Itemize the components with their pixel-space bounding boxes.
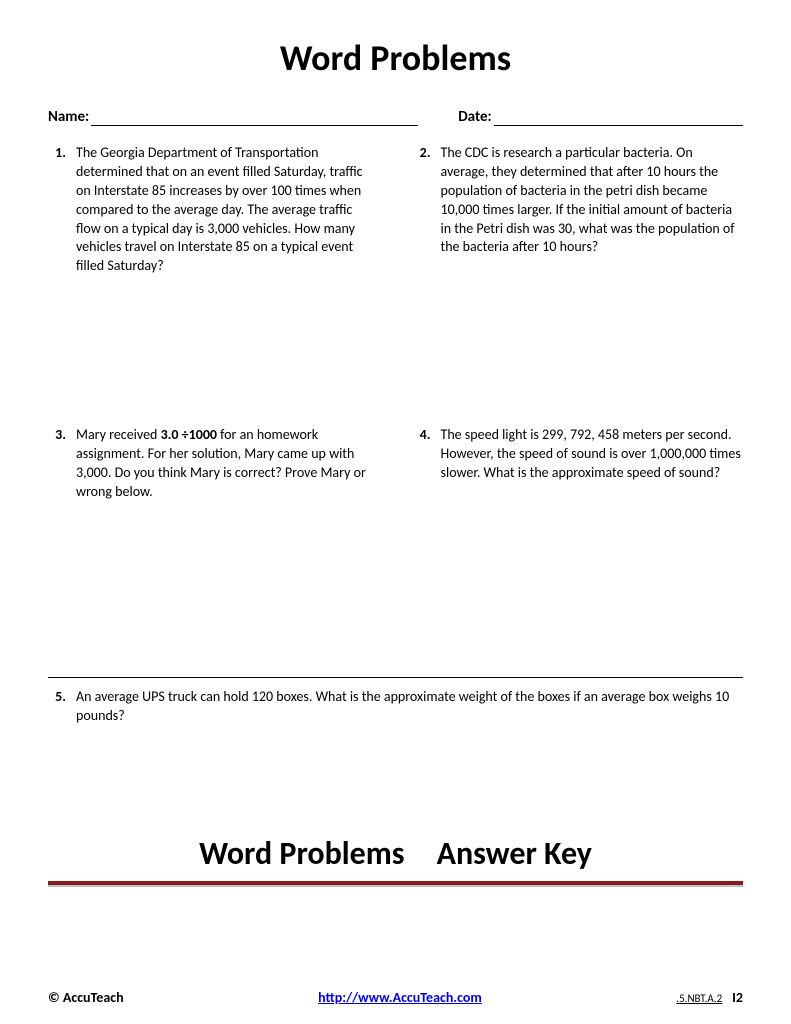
site-link[interactable]: http://www.AccuTeach.com [124, 989, 677, 1006]
problem-2: 2. The CDC is research a particular bact… [413, 144, 744, 276]
problem-number: 3. [48, 426, 66, 502]
date-label: Date: [458, 108, 491, 126]
worksheet-page: Word Problems Name: Date: 1. The Georgia… [0, 0, 791, 1024]
name-blank[interactable] [91, 108, 418, 126]
problem-3: 3. Mary received 3.0 ÷1000 for an homewo… [48, 426, 379, 502]
problem-text: The speed light is 299, 792, 458 meters … [441, 426, 744, 502]
problem-text: The CDC is research a particular bacteri… [441, 144, 744, 276]
p3-bold: 3.0 ÷1000 [161, 426, 217, 443]
page-title: Word Problems [48, 36, 743, 80]
problem-number: 4. [413, 426, 431, 502]
answer-key-title: Word Problems Answer Key [48, 834, 743, 873]
name-field: Name: [48, 108, 418, 126]
divider [48, 677, 743, 678]
standard-code: .5.NBT.A.2 [676, 992, 722, 1005]
problem-text: Mary received 3.0 ÷1000 for an homework … [76, 426, 379, 502]
problem-5: 5. An average UPS truck can hold 120 box… [48, 688, 743, 726]
copyright: © AccuTeach [48, 989, 124, 1006]
problem-number: 5. [48, 688, 66, 726]
page-number: I2 [732, 989, 743, 1006]
name-label: Name: [48, 108, 89, 126]
problem-4: 4. The speed light is 299, 792, 458 mete… [413, 426, 744, 502]
problems-grid: 1. The Georgia Department of Transportat… [48, 144, 743, 502]
problem-number: 1. [48, 144, 66, 276]
page-footer: © AccuTeach http://www.AccuTeach.com .5.… [48, 989, 743, 1006]
red-rule [48, 881, 743, 885]
p3-pre: Mary received [76, 426, 161, 443]
problem-number: 2. [413, 144, 431, 276]
problem-text: The Georgia Department of Transportation… [76, 144, 379, 276]
problem-text: An average UPS truck can hold 120 boxes.… [76, 688, 743, 726]
date-blank[interactable] [494, 108, 743, 126]
student-fields: Name: Date: [48, 108, 743, 126]
problem-1: 1. The Georgia Department of Transportat… [48, 144, 379, 276]
date-field: Date: [458, 108, 743, 126]
